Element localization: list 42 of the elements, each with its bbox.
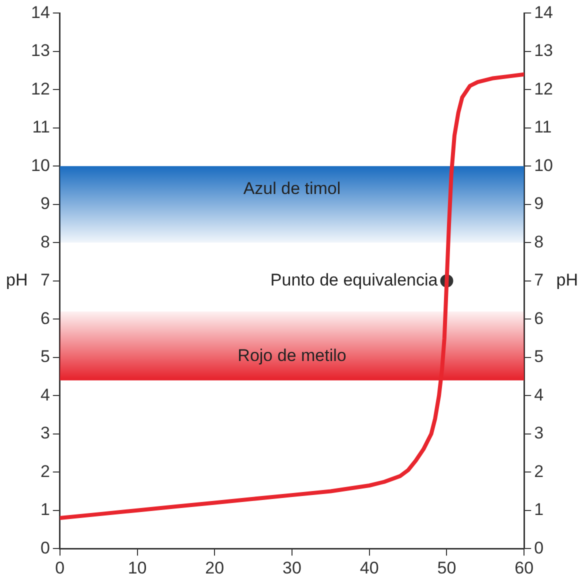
y2-tick-label: 12 [534, 79, 554, 98]
y2-tick-label: 10 [534, 156, 554, 175]
y-tick-label: 11 [32, 118, 50, 137]
y-tick-label: 9 [40, 194, 50, 214]
y2-tick-label: 1 [534, 500, 544, 520]
y2-tick-label: 6 [534, 308, 544, 328]
y-axis-title: pH [6, 270, 28, 290]
x-tick-label: 0 [55, 558, 65, 578]
y2-tick-label: 2 [534, 462, 544, 481]
y-tick-label: 4 [40, 385, 50, 404]
y-tick-label: 14 [30, 2, 50, 22]
y2-tick-label: 8 [534, 232, 544, 252]
y-tick-label: 5 [40, 347, 50, 366]
x-tick-label: 30 [282, 558, 302, 578]
y2-tick-label: 9 [534, 194, 544, 214]
y-tick-label: 13 [30, 41, 50, 60]
y2-tick-label: 13 [534, 41, 554, 60]
y2-tick-label: 11 [534, 118, 552, 137]
y2-tick-label: 4 [534, 385, 544, 404]
y-tick-label: 6 [40, 308, 50, 328]
y2-tick-label: 0 [534, 538, 544, 558]
y2-tick-label: 14 [534, 2, 554, 22]
y-tick-label: 3 [40, 424, 50, 443]
y-tick-label: 2 [40, 462, 50, 481]
y-tick-label: 0 [40, 538, 50, 558]
y-tick-label: 7 [40, 270, 50, 290]
y2-tick-label: 7 [534, 270, 544, 290]
y-tick-label: 8 [40, 232, 50, 252]
y-tick-label: 1 [40, 500, 50, 520]
y-tick-label: 12 [30, 79, 50, 98]
band-label: Rojo de metilo [238, 346, 346, 365]
y2-axis-title: pH [556, 270, 578, 290]
x-tick-label: 60 [514, 558, 534, 578]
x-tick-label: 50 [437, 558, 456, 578]
y2-tick-label: 5 [534, 347, 544, 366]
annotation: Punto de equivalencia [270, 270, 438, 290]
y2-tick-label: 3 [534, 424, 544, 443]
x-tick-label: 10 [128, 558, 147, 578]
x-tick-label: 40 [360, 558, 379, 578]
x-tick-label: 20 [205, 558, 224, 578]
band-label: Azul de timol [243, 178, 341, 198]
y-tick-label: 10 [30, 156, 50, 175]
